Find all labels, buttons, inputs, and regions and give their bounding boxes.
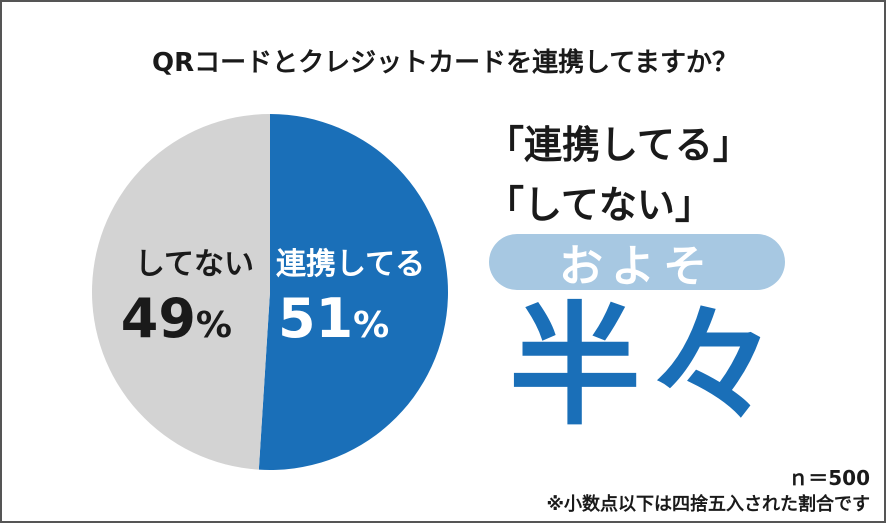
pie-slice-label-1: 連携してる	[276, 247, 425, 282]
pie-slice-value-1: 51%	[278, 287, 389, 350]
approximately-badge: およそ	[489, 234, 785, 292]
half-and-half-text: 半々	[509, 290, 785, 444]
pie-slice-label-2: してない	[135, 247, 254, 282]
pie-slice-2	[92, 114, 270, 470]
pie-slice-1	[258, 114, 449, 470]
chart-title: QRコードとクレジットカードを連携してますか？	[151, 48, 739, 78]
sample-size-note: ｎ＝500	[788, 466, 870, 490]
rounding-note: ※小数点以下は四捨五入された割合です	[546, 494, 871, 515]
headline-line-1: 「連携してる」	[486, 123, 751, 167]
headline-line-2: 「してない」	[486, 183, 713, 227]
